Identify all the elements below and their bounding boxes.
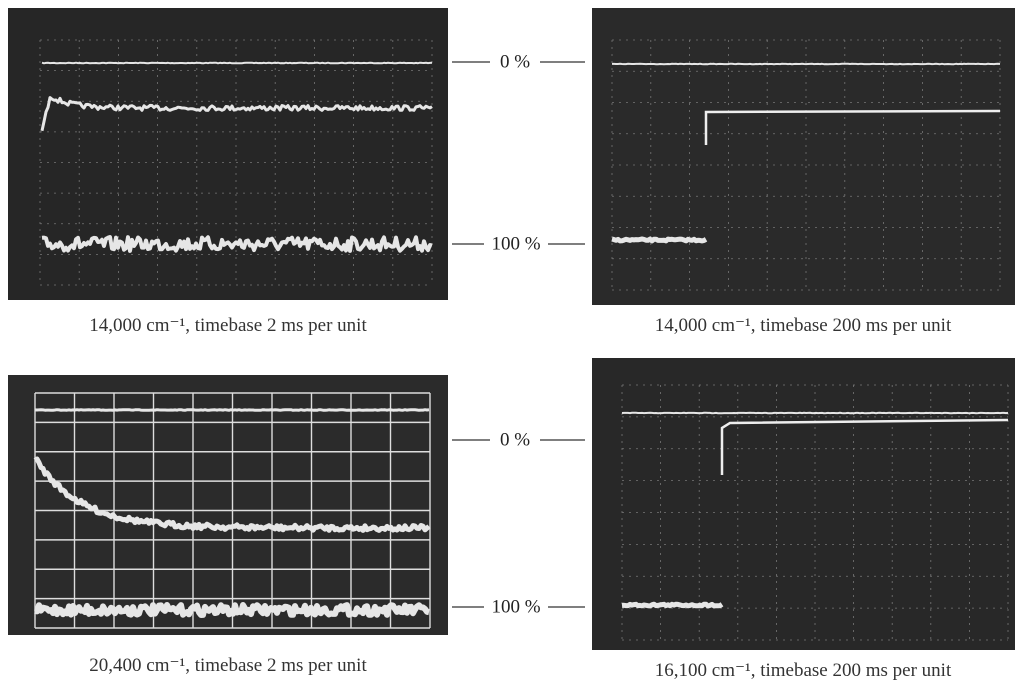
caption: 14,000 cm⁻¹, timebase 2 ms per unit [89,315,367,336]
trace [40,96,433,132]
caption: 20,400 cm⁻¹, timebase 2 ms per unit [89,655,367,676]
traces [33,39,1009,641]
trace [621,601,724,609]
caption: 14,000 cm⁻¹, timebase 200 ms per unit [655,315,952,336]
trace [41,235,433,253]
trace [33,456,431,533]
scale-label: 100 % [491,233,540,254]
scale-label: 0 % [500,429,530,450]
scale-label: 100 % [491,596,540,617]
trace [611,236,708,244]
scope-screen [592,8,1015,305]
trace [41,61,433,65]
trace [34,408,430,412]
caption: 16,100 cm⁻¹, timebase 200 ms per unit [655,660,952,681]
scale-label: 0 % [500,51,530,72]
scope-screen [592,358,1015,650]
trace [704,109,1001,145]
trace [34,602,430,618]
scope-screen [8,8,448,300]
trace [720,418,1009,475]
